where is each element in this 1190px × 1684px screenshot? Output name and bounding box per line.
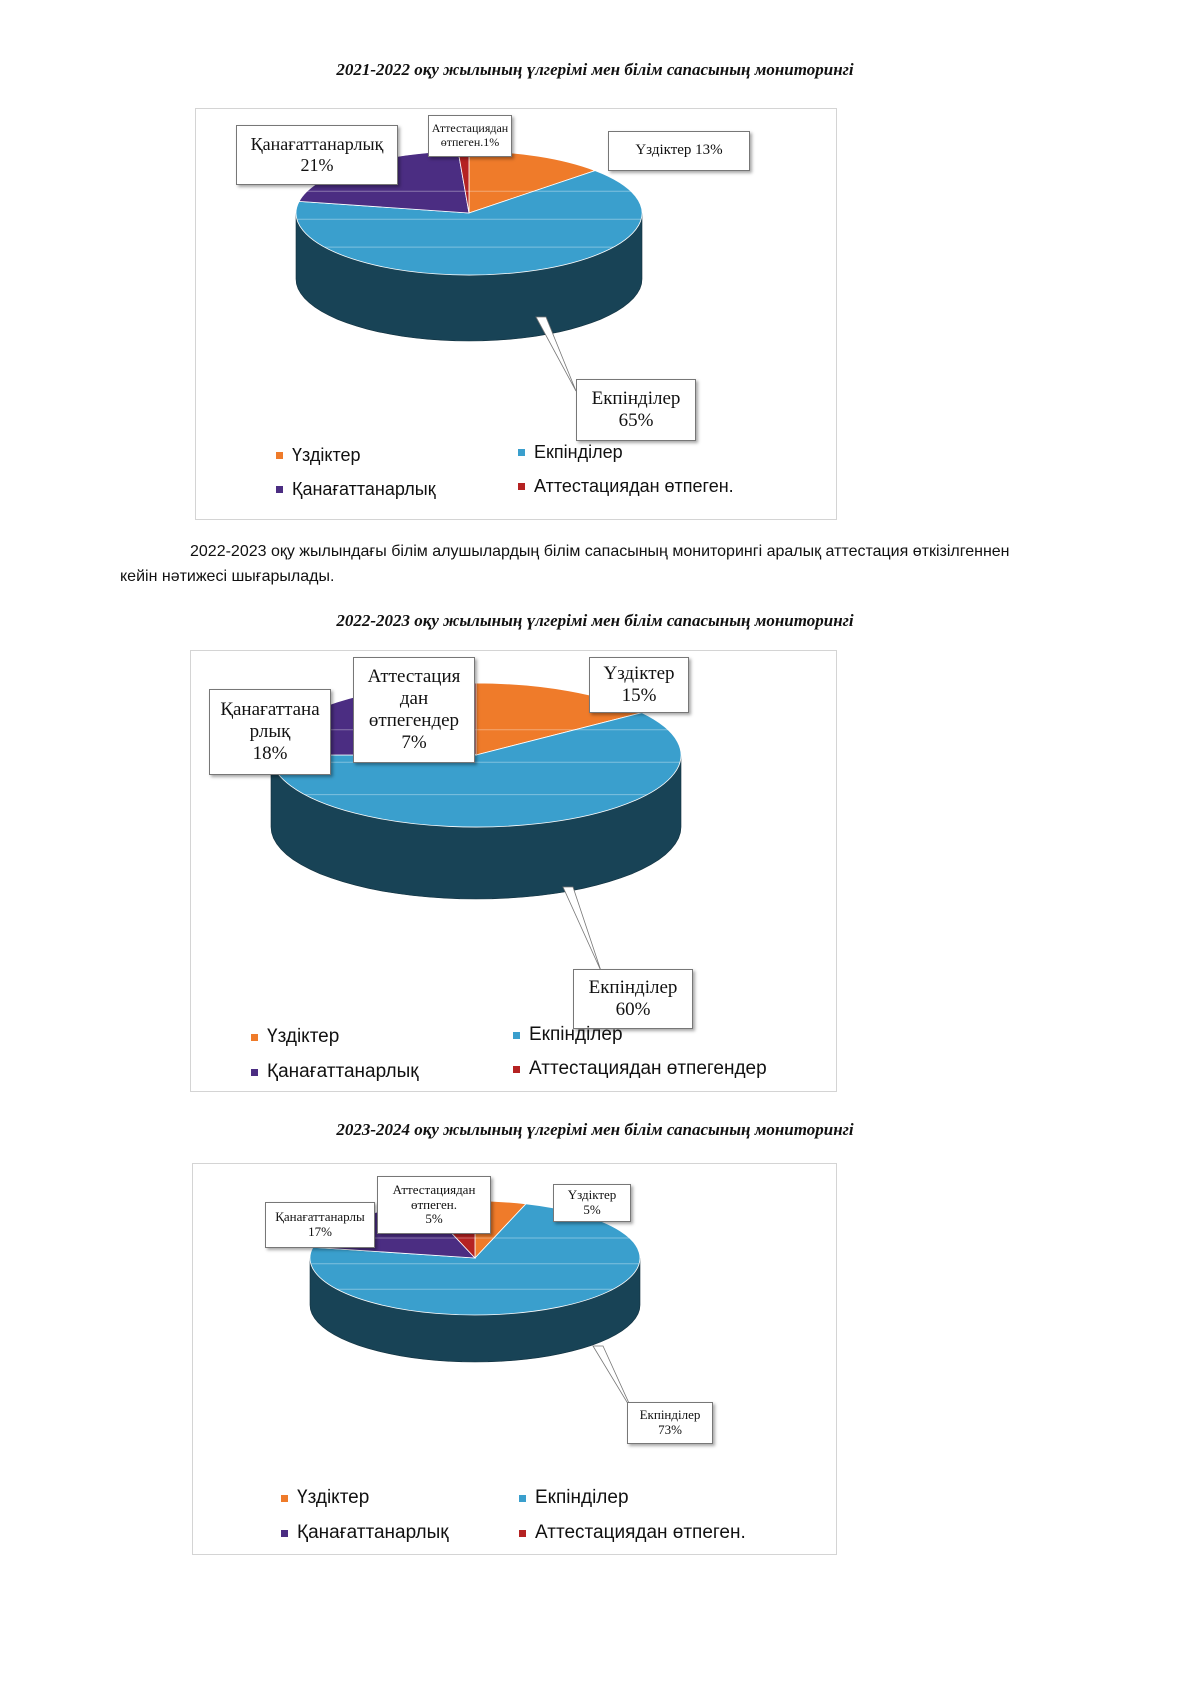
chart3-legend-swatch-kanagattanarlyk [281, 1529, 288, 1537]
chart3-legend-label-uzdikter: Үздіктер [297, 1487, 370, 1508]
chart3-legend-swatch-uzdikter [281, 1494, 288, 1502]
chart2-legend-swatch-ekpindiler [513, 1031, 520, 1039]
chart3-legend-ekpindiler: Екпінділер [519, 1487, 629, 1509]
chart2-slice-ekpindiler [270, 712, 682, 828]
chart1-label-attestation: Аттестациядан өтпеген.1% [428, 115, 512, 157]
chart3-legend-swatch-attestation [519, 1529, 526, 1537]
chart2-legend-attestation: Аттестациядан өтпегендер [513, 1058, 767, 1080]
chart3-leader-line [592, 1345, 634, 1413]
chart3-label-kanagattanarlyk: Қанағаттанарлы 17% [265, 1202, 375, 1248]
chart3-label-attestation: Аттестациядан өтпеген. 5% [377, 1176, 491, 1234]
chart1-title: 2021-2022 оқу жылының үлгерімі мен білім… [336, 60, 854, 79]
chart1-legend-kanagattanarlyk: Қанағаттанарлық [276, 479, 436, 500]
chart2-legend-label-uzdikter: Үздіктер [267, 1026, 340, 1047]
chart2-legend-label-kanagattanarlyk: Қанағаттанарлық [267, 1061, 419, 1082]
chart2-label-ekpindiler: Екпінділер 60% [573, 969, 693, 1029]
chart2-leader-line [562, 886, 602, 972]
chart1-slice-ekpindiler [295, 170, 643, 276]
chart3-legend-kanagattanarlyk: Қанағаттанарлық [281, 1522, 449, 1544]
chart2-legend-swatch-uzdikter [251, 1033, 258, 1041]
paragraph-line-1: 2022-2023 оқу жылындағы білім алушыларды… [190, 543, 1010, 560]
chart1-legend-attestation: Аттестациядан өтпеген. [518, 476, 734, 497]
chart3-legend-label-attestation: Аттестациядан өтпеген. [535, 1522, 746, 1543]
chart1-legend-ekpindiler: Екпінділер [518, 442, 623, 463]
chart1-frame: Қанағаттанарлық 21% Аттестациядан өтпеге… [195, 108, 837, 520]
chart1-label-uzdikter: Үздіктер 13% [608, 131, 750, 171]
chart1-legend-label-ekpindiler: Екпінділер [534, 442, 623, 462]
chart1-legend-swatch-kanagattanarlyk [276, 486, 283, 493]
chart2-legend-swatch-attestation [513, 1065, 520, 1073]
chart1-legend-label-uzdikter: Үздіктер [292, 445, 361, 465]
chart1-legend-swatch-attestation [518, 483, 525, 490]
chart2-label-uzdikter: Үздіктер 15% [589, 657, 689, 713]
chart3-frame: Қанағаттанарлы 17% Аттестациядан өтпеген… [192, 1163, 837, 1555]
chart2-frame: Қанағаттана рлық 18% Аттестация дан өтпе… [190, 650, 837, 1092]
chart2-legend-swatch-kanagattanarlyk [251, 1068, 258, 1076]
chart2-label-kanagattanarlyk: Қанағаттана рлық 18% [209, 689, 331, 775]
chart2-legend-kanagattanarlyk: Қанағаттанарлық [251, 1061, 419, 1083]
chart1-legend-swatch-ekpindiler [518, 449, 525, 456]
chart1-legend-label-kanagattanarlyk: Қанағаттанарлық [292, 479, 436, 499]
chart2-legend-ekpindiler: Екпінділер [513, 1024, 623, 1046]
chart1-legend-swatch-uzdikter [276, 452, 283, 459]
chart2-title: 2022-2023 оқу жылының үлгерімі мен білім… [336, 611, 854, 630]
chart3-legend-label-ekpindiler: Екпінділер [535, 1487, 629, 1508]
chart1-pie [295, 150, 643, 392]
chart2-legend-label-ekpindiler: Екпінділер [529, 1024, 623, 1045]
chart3-legend-uzdikter: Үздіктер [281, 1487, 369, 1509]
chart1-leader-line [535, 316, 577, 392]
chart1-legend-uzdikter: Үздіктер [276, 445, 361, 466]
chart3-label-ekpindiler: Екпінділер 73% [627, 1402, 713, 1444]
chart1-legend-label-attestation: Аттестациядан өтпеген. [534, 476, 734, 496]
chart3-label-uzdikter: Үздіктер 5% [553, 1184, 631, 1222]
chart3-legend-swatch-ekpindiler [519, 1494, 526, 1502]
chart3-legend-attestation: Аттестациядан өтпеген. [519, 1522, 746, 1544]
chart1-label-ekpindiler: Екпінділер 65% [576, 379, 696, 441]
chart3-slice-ekpindiler [309, 1203, 641, 1316]
body-paragraph: 2022-2023 оқу жылындағы білім алушыларды… [120, 539, 1130, 589]
chart3-legend-label-kanagattanarlyk: Қанағаттанарлық [297, 1522, 449, 1543]
chart2-label-attestation: Аттестация дан өтпегендер 7% [353, 657, 475, 763]
chart1-label-kanagattanarlyk: Қанағаттанарлық 21% [236, 125, 398, 185]
paragraph-line-2: кейін нәтижесі шығарылады. [120, 568, 335, 585]
chart2-legend-label-attestation: Аттестациядан өтпегендер [529, 1058, 767, 1079]
chart2-legend-uzdikter: Үздіктер [251, 1026, 339, 1048]
chart3-title: 2023-2024 оқу жылының үлгерімі мен білім… [336, 1120, 854, 1139]
